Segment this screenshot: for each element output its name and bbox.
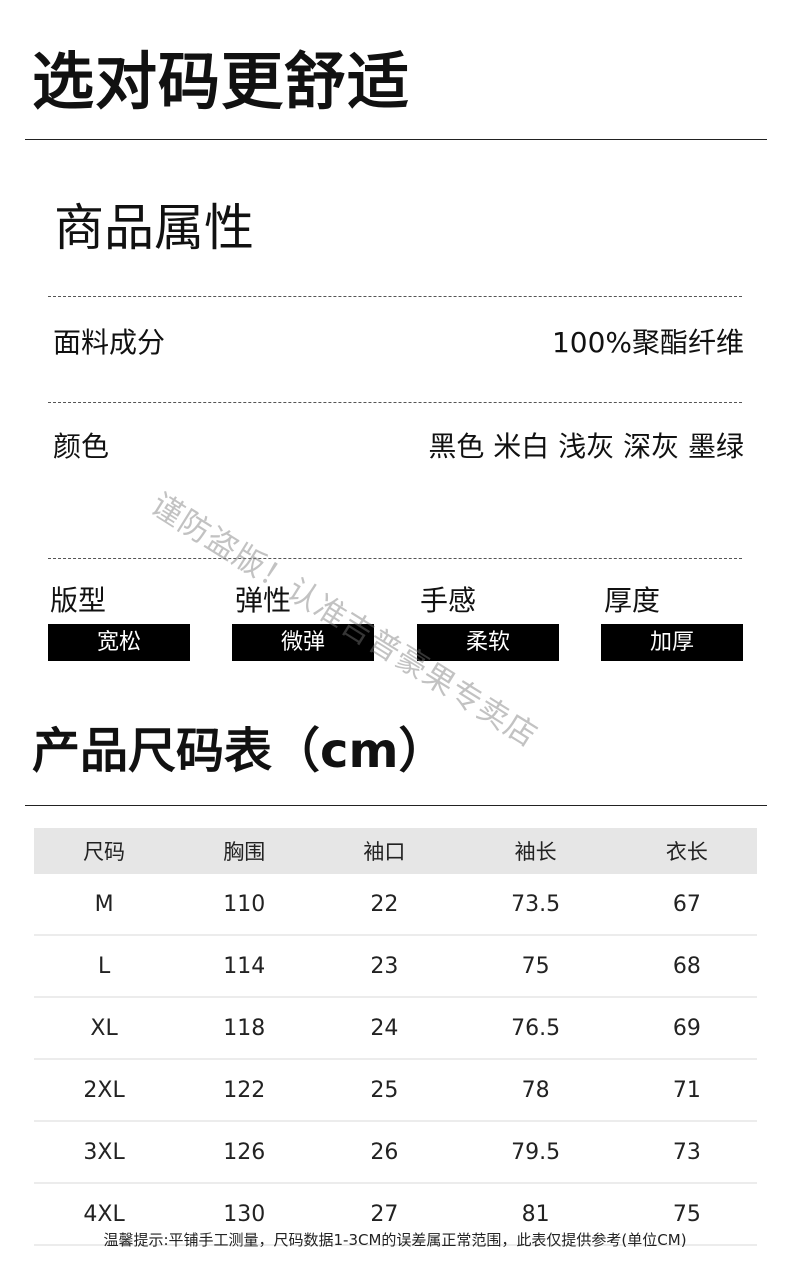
table-cell: 130 bbox=[174, 1183, 315, 1246]
table-row: 4XL 130 27 81 75 bbox=[34, 1183, 757, 1246]
table-cell: 122 bbox=[174, 1059, 315, 1122]
fabric-value: 100%聚酯纤维 bbox=[551, 326, 744, 359]
table-header-row: 尺码 胸围 袖口 袖长 衣长 bbox=[34, 828, 757, 874]
feel-value: 柔软 bbox=[417, 624, 559, 661]
table-cell: 2XL bbox=[34, 1059, 175, 1122]
table-cell: 79.5 bbox=[454, 1121, 617, 1184]
table-cell: 69 bbox=[616, 997, 757, 1060]
divider bbox=[25, 139, 767, 140]
table-cell: 3XL bbox=[34, 1121, 175, 1184]
size-note: 温馨提示:平铺手工测量，尺码数据1-3CM的误差属正常范围，此表仅提供参考(单位… bbox=[103, 1231, 687, 1249]
size-table: 尺码 胸围 袖口 袖长 衣长 M 110 22 73.5 67 L 114 23 75 68 XL 1… bbox=[34, 828, 757, 1246]
page-title: 选对码更舒适 bbox=[32, 45, 411, 118]
dashed-divider bbox=[48, 402, 742, 403]
column-header: 胸围 bbox=[174, 828, 315, 874]
table-cell: 23 bbox=[314, 935, 455, 998]
table-cell: 78 bbox=[454, 1059, 617, 1122]
size-chart-title: 产品尺码表（cm） bbox=[32, 723, 447, 779]
fabric-label: 面料成分 bbox=[53, 326, 166, 359]
dashed-divider bbox=[48, 558, 742, 559]
column-header: 衣长 bbox=[616, 828, 757, 874]
color-value: 黑色 米白 浅灰 深灰 墨绿 bbox=[428, 430, 744, 463]
table-cell: 25 bbox=[314, 1059, 455, 1122]
column-header: 袖长 bbox=[454, 828, 617, 874]
divider bbox=[25, 805, 767, 806]
table-cell: 24 bbox=[314, 997, 455, 1060]
table-cell: 73.5 bbox=[454, 874, 617, 936]
table-cell: 81 bbox=[454, 1183, 617, 1246]
table-cell: 67 bbox=[616, 874, 757, 936]
thickness-value: 加厚 bbox=[601, 624, 743, 661]
table-row: XL 118 24 76.5 69 bbox=[34, 997, 757, 1060]
feel-label: 手感 bbox=[420, 584, 477, 617]
table-row: L 114 23 75 68 bbox=[34, 935, 757, 998]
table-cell: 75 bbox=[616, 1183, 757, 1246]
table-row: 3XL 126 26 79.5 73 bbox=[34, 1121, 757, 1184]
table-cell: 68 bbox=[616, 935, 757, 998]
elasticity-label: 弹性 bbox=[235, 584, 292, 617]
table-cell: 4XL bbox=[34, 1183, 175, 1246]
table-cell: 110 bbox=[174, 874, 315, 936]
table-cell: 75 bbox=[454, 935, 617, 998]
table-row: 2XL 122 25 78 71 bbox=[34, 1059, 757, 1122]
table-cell: 26 bbox=[314, 1121, 455, 1184]
table-cell: 71 bbox=[616, 1059, 757, 1122]
watermark: 谨防盗版！认准吉普豪果专卖店 bbox=[144, 486, 544, 755]
table-cell: 76.5 bbox=[454, 997, 617, 1060]
table-row: M 110 22 73.5 67 bbox=[34, 874, 757, 936]
table-cell: 114 bbox=[174, 935, 315, 998]
table-cell: XL bbox=[34, 997, 175, 1060]
dashed-divider bbox=[48, 296, 742, 297]
fit-label: 版型 bbox=[50, 584, 107, 617]
table-cell: 27 bbox=[314, 1183, 455, 1246]
column-header: 袖口 bbox=[314, 828, 455, 874]
thickness-label: 厚度 bbox=[604, 584, 661, 617]
table-cell: M bbox=[34, 874, 175, 936]
color-label: 颜色 bbox=[53, 430, 110, 463]
table-cell: 73 bbox=[616, 1121, 757, 1184]
attributes-title: 商品属性 bbox=[54, 199, 254, 257]
table-cell: 126 bbox=[174, 1121, 315, 1184]
column-header: 尺码 bbox=[34, 828, 175, 874]
table-cell: 118 bbox=[174, 997, 315, 1060]
elasticity-value: 微弹 bbox=[232, 624, 374, 661]
table-cell: 22 bbox=[314, 874, 455, 936]
table-cell: L bbox=[34, 935, 175, 998]
fit-value: 宽松 bbox=[48, 624, 190, 661]
